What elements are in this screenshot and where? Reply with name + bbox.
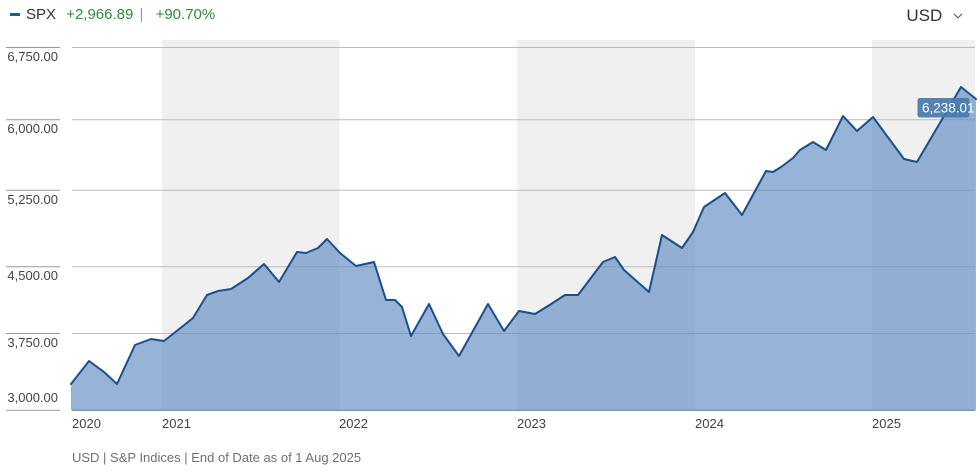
svg-text:4,500.00: 4,500.00 <box>7 268 58 283</box>
svg-text:2021: 2021 <box>162 416 191 431</box>
svg-text:2025: 2025 <box>872 416 901 431</box>
svg-text:5,250.00: 5,250.00 <box>7 192 58 207</box>
svg-text:2023: 2023 <box>517 416 546 431</box>
svg-text:2020: 2020 <box>72 416 101 431</box>
svg-text:6,000.00: 6,000.00 <box>7 121 58 136</box>
svg-text:6,750.00: 6,750.00 <box>7 49 58 64</box>
svg-text:6,238.01: 6,238.01 <box>922 100 975 115</box>
svg-text:3,000.00: 3,000.00 <box>7 390 58 405</box>
svg-text:3,750.00: 3,750.00 <box>7 335 58 350</box>
svg-text:2022: 2022 <box>339 416 368 431</box>
svg-text:2024: 2024 <box>695 416 724 431</box>
